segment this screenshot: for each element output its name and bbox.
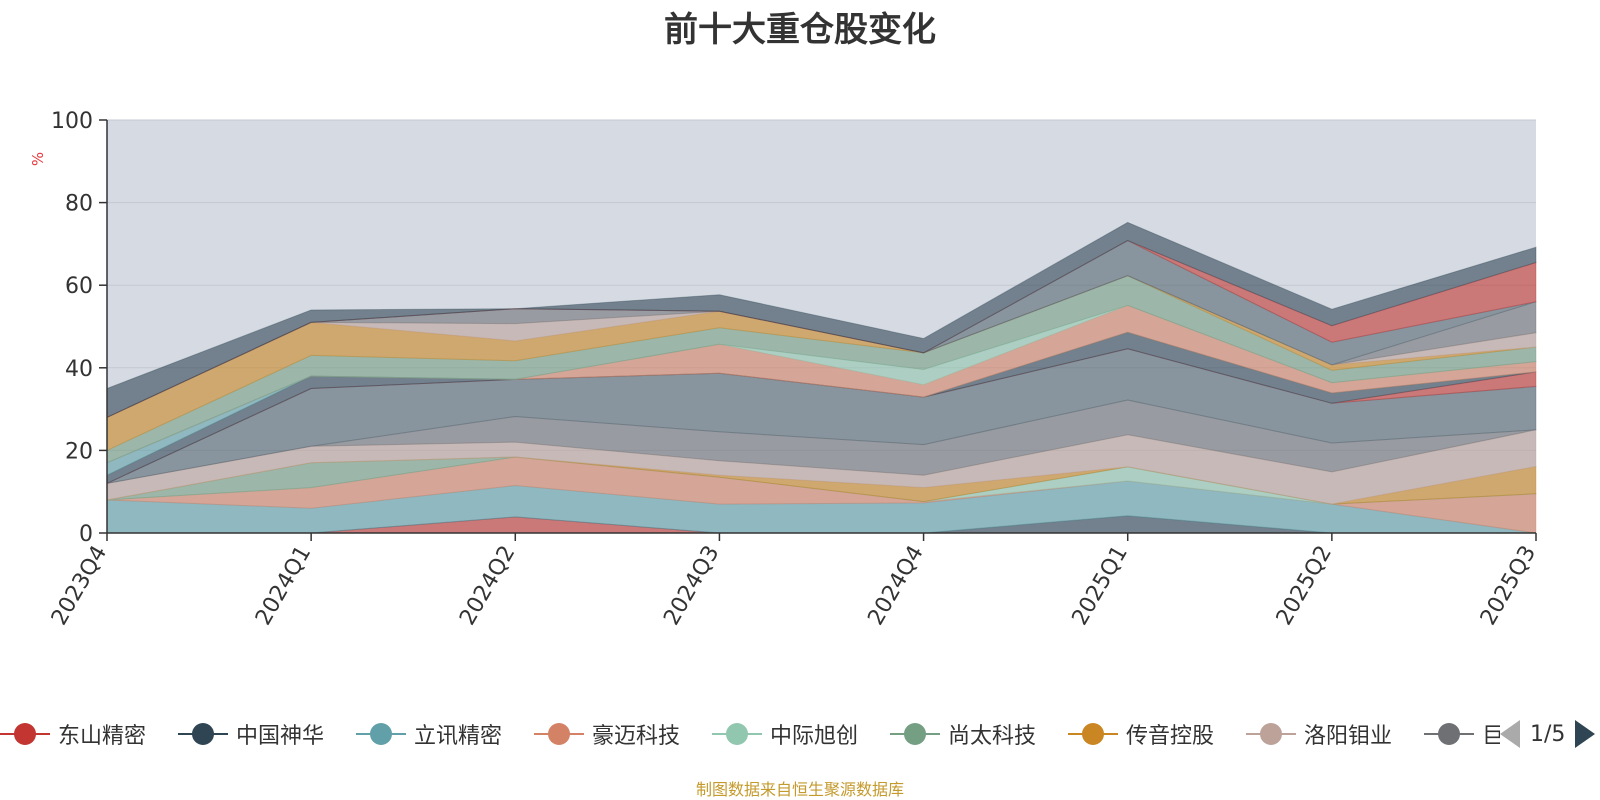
legend-marker-icon — [1424, 716, 1474, 752]
legend-item[interactable]: 尚太科技 — [890, 716, 1036, 752]
y-tick-label: 80 — [65, 192, 93, 217]
legend-marker-icon — [178, 716, 228, 752]
series-area-s — [106, 275, 1537, 418]
series-area-d — [106, 456, 1537, 534]
series-area-g — [106, 456, 1537, 505]
legend-item[interactable]: 豪迈科技 — [534, 716, 680, 752]
legend-item[interactable]: 巨 — [1424, 716, 1500, 752]
legend-label: 传音控股 — [1126, 724, 1215, 749]
legend-marker-icon — [534, 716, 584, 752]
legend-label: 立讯精密 — [414, 724, 503, 749]
legend-label: 洛阳钼业 — [1304, 724, 1393, 749]
legend-item[interactable]: 东山精密 — [0, 716, 146, 752]
legend-label: 中国神华 — [236, 724, 325, 749]
legend-label: 东山精密 — [58, 724, 147, 749]
legend-item[interactable]: 传音控股 — [1068, 716, 1214, 752]
legend-marker-icon — [1068, 716, 1118, 752]
legend-marker-icon — [712, 716, 762, 752]
x-tick-label: 2024Q4 — [863, 542, 928, 630]
legend-item[interactable]: 洛阳钼业 — [1246, 716, 1392, 752]
y-axis-label: % — [29, 151, 48, 167]
legend-marker-icon — [1246, 716, 1296, 752]
legend-item[interactable]: 中际旭创 — [712, 716, 858, 752]
x-tick-label: 2024Q1 — [251, 542, 316, 630]
legend-marker-icon — [356, 716, 406, 752]
y-tick-label: 60 — [65, 274, 93, 299]
pager-prev-icon[interactable] — [1500, 720, 1520, 748]
source-note: 制图数据来自恒生聚源数据库 — [695, 780, 904, 799]
legend-pager: 1/5 — [1500, 716, 1596, 752]
x-tick-label: 2023Q4 — [47, 542, 112, 630]
legend-label: 尚太科技 — [948, 724, 1037, 749]
legend-label: 豪迈科技 — [592, 724, 681, 749]
x-tick-label: 2025Q2 — [1272, 542, 1337, 630]
y-tick-label: 100 — [51, 109, 93, 134]
series-area-u — [106, 240, 1537, 418]
legend-marker-icon — [890, 716, 940, 752]
pager-next-icon[interactable] — [1575, 720, 1596, 748]
x-tick-label: 2025Q1 — [1068, 542, 1133, 630]
x-tick-label: 2024Q3 — [659, 542, 724, 630]
series-area-n — [106, 304, 1537, 464]
y-tick-label: 0 — [79, 522, 93, 547]
y-tick-label: 40 — [65, 357, 93, 382]
legend: 东山精密 中国神华 立讯精密 豪迈科技 中际旭创 尚太科技 传音控股 洛阳钼业 巨 — [0, 716, 1500, 752]
legend-label: 巨 — [1482, 724, 1500, 749]
series-area-v — [106, 221, 1537, 419]
legend-marker-icon — [0, 716, 50, 752]
legend-item[interactable]: 立讯精密 — [356, 716, 502, 752]
legend-item[interactable]: 中国神华 — [178, 716, 324, 752]
legend-label: 中际旭创 — [770, 724, 859, 749]
y-tick-label: 20 — [65, 439, 93, 464]
chart-title: 前十大重仓股变化 — [664, 10, 936, 50]
pager-indicator: 1/5 — [1530, 721, 1566, 747]
x-tick-label: 2025Q3 — [1476, 542, 1541, 630]
x-tick-label: 2024Q2 — [455, 542, 520, 630]
